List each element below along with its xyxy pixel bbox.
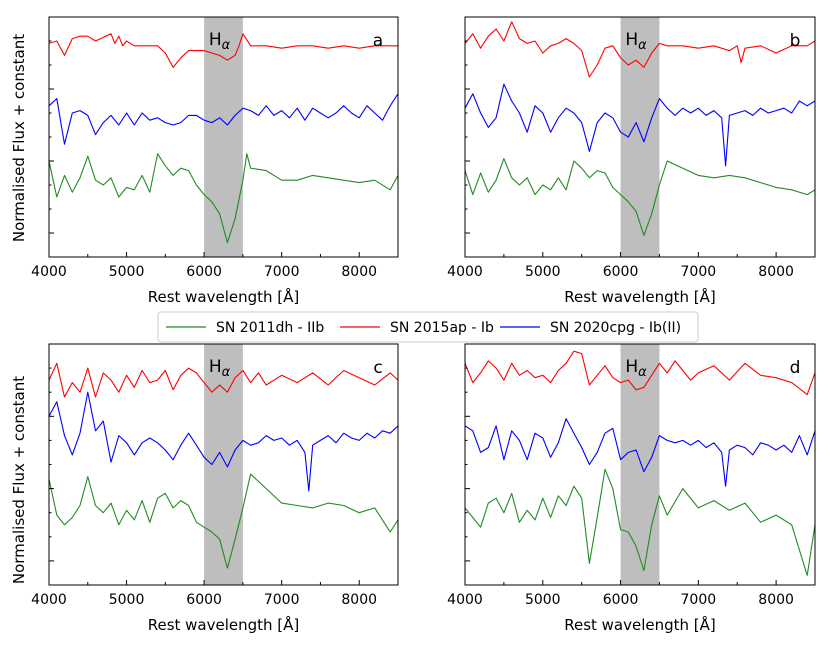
x-axis-label: Rest wavelength [Å] <box>564 615 716 634</box>
spectrum-sn-2020cpg-ib-ii <box>49 93 398 145</box>
x-tick-label: 6000 <box>603 592 639 608</box>
x-tick-label: 4000 <box>31 592 67 608</box>
x-tick-label: 7000 <box>681 592 717 608</box>
legend-label-sn2011dh: SN 2011dh - IIb <box>216 320 324 336</box>
x-tick-label: 7000 <box>264 264 300 280</box>
spectrum-sn-2020cpg-ib-ii <box>465 418 815 487</box>
spectrum-sn-2011dh-iib <box>49 153 398 244</box>
legend-box <box>157 311 699 343</box>
legend-label-sn2015ap: SN 2015ap - Ib <box>390 320 494 336</box>
spectrum-sn-2020cpg-ib-ii <box>49 391 398 492</box>
legend: SN 2011dh - IIb SN 2015ap - Ib SN 2020cp… <box>157 311 699 343</box>
x-tick-label: 5000 <box>525 592 561 608</box>
x-tick-label: 5000 <box>109 264 145 280</box>
spectrum-sn-2015ap-ib <box>465 350 815 396</box>
spectrum-sn-2015ap-ib <box>49 362 398 398</box>
halpha-region <box>204 17 243 257</box>
spectrum-sn-2015ap-ib <box>465 21 815 78</box>
x-tick-label: 8000 <box>758 264 794 280</box>
halpha-region <box>620 17 660 257</box>
y-axis-label-bottom: Normalised Flux + constant <box>10 376 28 584</box>
spectrum-sn-2011dh-iib <box>465 468 815 576</box>
x-tick-label: 7000 <box>681 264 717 280</box>
spectrum-sn-2011dh-iib <box>49 473 398 569</box>
x-tick-label: 6000 <box>186 592 222 608</box>
x-tick-label: 6000 <box>186 264 222 280</box>
halpha-region <box>620 344 660 585</box>
panel-letter: b <box>790 31 801 51</box>
x-tick-label: 6000 <box>603 264 639 280</box>
x-tick-label: 8000 <box>758 592 794 608</box>
spectrum-sn-2011dh-iib <box>465 158 815 236</box>
halpha-region <box>204 344 243 585</box>
legend-label-sn2020cpg: SN 2020cpg - Ib(II) <box>550 320 681 336</box>
x-tick-label: 4000 <box>31 264 67 280</box>
y-axis-label-top: Normalised Flux + constant <box>10 34 28 242</box>
x-tick-label: 4000 <box>447 264 483 280</box>
panel-letter: c <box>373 358 382 378</box>
spectrum-sn-2020cpg-ib-ii <box>465 83 815 167</box>
panel-letter: d <box>790 358 801 378</box>
x-axis-label: Rest wavelength [Å] <box>148 615 300 634</box>
x-axis-label: Rest wavelength [Å] <box>564 287 716 306</box>
x-tick-label: 8000 <box>341 264 377 280</box>
panel-letter: a <box>373 31 383 51</box>
spectrum-sn-2015ap-ib <box>49 33 398 68</box>
x-tick-label: 5000 <box>525 264 561 280</box>
x-tick-label: 5000 <box>109 592 145 608</box>
x-axis-label: Rest wavelength [Å] <box>148 287 300 306</box>
x-tick-label: 8000 <box>341 592 377 608</box>
x-tick-label: 4000 <box>447 592 483 608</box>
x-tick-label: 7000 <box>264 592 300 608</box>
